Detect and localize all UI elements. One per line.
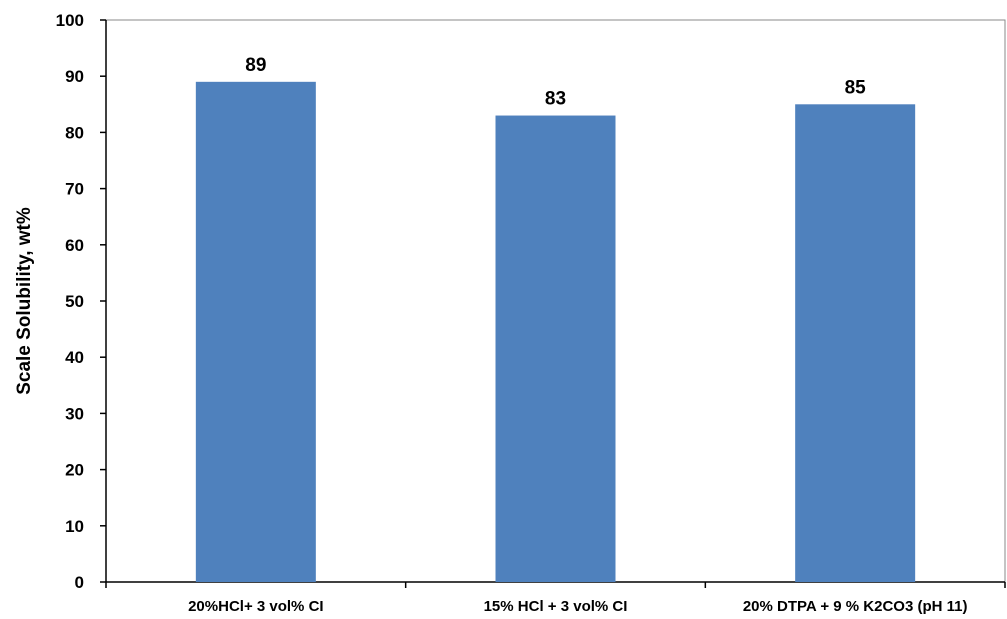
bar: [795, 104, 916, 583]
bar: [495, 115, 616, 582]
y-tick-label: 0: [75, 573, 84, 592]
category-label: 20% DTPA + 9 % K2CO3 (pH 11): [743, 598, 968, 615]
data-label: 89: [245, 55, 266, 76]
y-tick-label: 20: [65, 461, 84, 480]
category-label: 15% HCl + 3 vol% CI: [484, 598, 628, 615]
y-tick-label: 30: [65, 404, 84, 423]
y-tick-label: 80: [65, 123, 84, 142]
data-label: 85: [845, 77, 867, 98]
y-tick-label: 70: [65, 180, 84, 199]
y-axis-title: Scale Solubility, wt%: [14, 207, 35, 395]
y-tick-label: 100: [56, 11, 84, 30]
data-label: 83: [545, 89, 566, 110]
bar: [195, 81, 316, 582]
y-axis-ticks: 0 10 20 30 40 50 60 70 80 90 100: [56, 11, 106, 592]
y-tick-label: 10: [65, 517, 84, 536]
category-labels: 20%HCl+ 3 vol% CI 15% HCl + 3 vol% CI 20% …: [188, 598, 967, 615]
y-tick-label: 40: [65, 348, 84, 367]
y-tick-label: 60: [65, 236, 84, 255]
y-tick-label: 90: [65, 67, 84, 86]
category-label: 20%HCl+ 3 vol% CI: [188, 598, 323, 615]
x-axis-ticks: [105, 582, 1006, 588]
bars: [195, 81, 916, 583]
data-labels: 89 83 85: [245, 55, 866, 110]
y-tick-label: 50: [65, 292, 84, 311]
